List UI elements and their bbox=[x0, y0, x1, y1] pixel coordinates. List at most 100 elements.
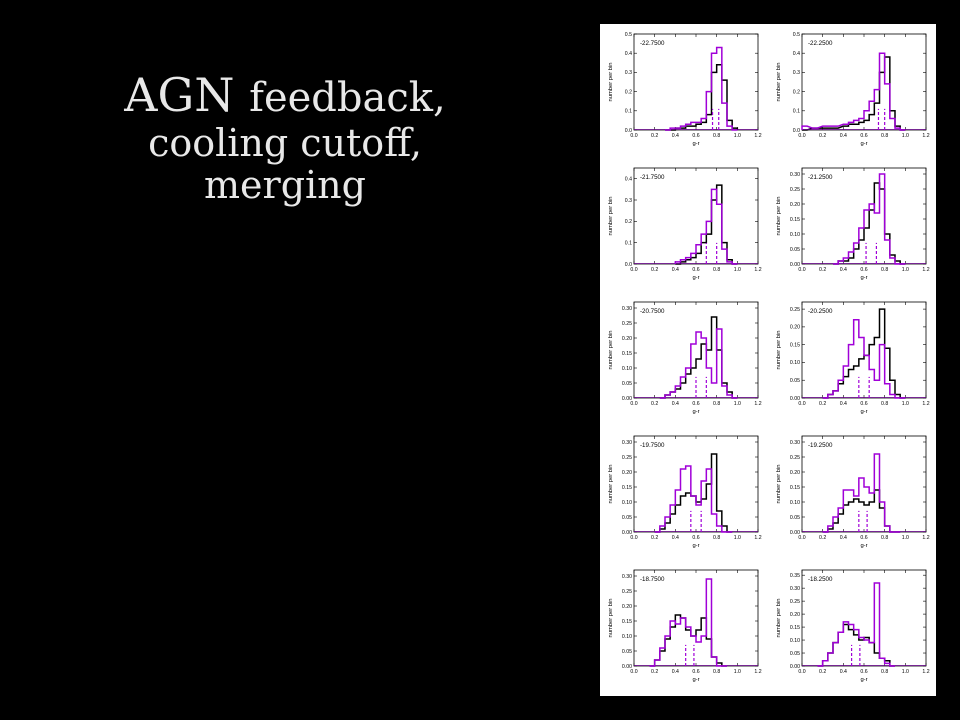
y-tick-label: 0.5 bbox=[625, 32, 632, 38]
y-tick-label: 0.00 bbox=[790, 664, 800, 670]
y-axis-label: number per bin bbox=[776, 599, 782, 638]
histogram-panel: 0.0 0.2 0.4 0.6 0.8 1.0 1.2 0.00 0.05 0.10 0.15 0.2… bbox=[776, 569, 930, 683]
x-tick-label: 0.0 bbox=[630, 267, 637, 273]
magnitude-label: -20.7500 bbox=[640, 308, 665, 315]
y-tick-label: 0.4 bbox=[625, 51, 632, 57]
x-tick-label: 0.6 bbox=[860, 133, 867, 139]
y-tick-label: 0.30 bbox=[622, 306, 632, 312]
x-axis-label: g-r bbox=[692, 409, 699, 415]
y-tick-label: 0.25 bbox=[622, 589, 632, 595]
x-tick-label: 1.0 bbox=[734, 401, 741, 407]
slide-title: AGN feedback, cooling cutoff, merging bbox=[100, 68, 470, 208]
x-tick-label: 0.8 bbox=[881, 133, 888, 139]
x-tick-label: 0.4 bbox=[672, 669, 679, 675]
x-tick-label: 0.2 bbox=[651, 133, 658, 139]
y-tick-label: 0.05 bbox=[790, 515, 800, 521]
x-tick-label: 1.0 bbox=[902, 669, 909, 675]
x-tick-label: 1.2 bbox=[922, 669, 929, 675]
y-tick-label: 0.00 bbox=[790, 262, 800, 268]
x-tick-label: 0.6 bbox=[860, 535, 867, 541]
histogram-panel: 0.0 0.2 0.4 0.6 0.8 1.0 1.2 0.0 0.1 0.2 0.3 0.4 0.5 g… bbox=[776, 32, 930, 147]
x-axis-label: g-r bbox=[860, 543, 867, 549]
y-tick-label: 0.15 bbox=[790, 217, 800, 223]
x-tick-label: 0.4 bbox=[840, 535, 847, 541]
x-tick-label: 0.8 bbox=[881, 267, 888, 273]
y-tick-label: 0.4 bbox=[793, 51, 800, 57]
title-word-agn: AGN bbox=[124, 68, 235, 122]
x-tick-label: 0.0 bbox=[798, 669, 805, 675]
x-tick-label: 1.0 bbox=[902, 535, 909, 541]
y-tick-label: 0.15 bbox=[622, 485, 632, 491]
x-tick-label: 1.0 bbox=[734, 133, 741, 139]
histogram-series-purple bbox=[659, 328, 738, 399]
x-tick-label: 0.2 bbox=[819, 535, 826, 541]
histogram-series-purple bbox=[833, 173, 906, 265]
x-tick-label: 0.0 bbox=[798, 401, 805, 407]
x-tick-label: 1.2 bbox=[754, 133, 761, 139]
x-tick-label: 0.4 bbox=[672, 401, 679, 407]
y-tick-label: 0.25 bbox=[790, 599, 800, 605]
x-tick-label: 0.0 bbox=[798, 535, 805, 541]
y-tick-label: 0.15 bbox=[790, 342, 800, 348]
x-tick-label: 0.8 bbox=[713, 535, 720, 541]
x-tick-label: 0.4 bbox=[672, 535, 679, 541]
y-tick-label: 0.00 bbox=[790, 396, 800, 402]
y-tick-label: 0.0 bbox=[625, 262, 632, 268]
x-tick-label: 0.0 bbox=[630, 669, 637, 675]
y-tick-label: 0.15 bbox=[622, 619, 632, 625]
x-tick-label: 1.2 bbox=[754, 535, 761, 541]
magnitude-label: -19.2500 bbox=[808, 442, 833, 449]
magnitude-label: -22.2500 bbox=[808, 40, 833, 47]
y-tick-label: 0.5 bbox=[793, 32, 800, 38]
x-tick-label: 1.0 bbox=[734, 535, 741, 541]
x-tick-label: 1.2 bbox=[754, 401, 761, 407]
magnitude-label: -20.2500 bbox=[808, 308, 833, 315]
y-axis-label: number per bin bbox=[608, 465, 614, 504]
histogram-series-purple bbox=[822, 319, 906, 399]
y-tick-label: 0.10 bbox=[790, 500, 800, 506]
x-tick-label: 1.0 bbox=[734, 669, 741, 675]
title-line-3: merging bbox=[204, 163, 366, 208]
x-tick-label: 0.6 bbox=[860, 669, 867, 675]
x-tick-label: 1.2 bbox=[922, 267, 929, 273]
x-tick-label: 0.4 bbox=[840, 267, 847, 273]
x-tick-label: 0.8 bbox=[713, 133, 720, 139]
y-tick-label: 0.1 bbox=[625, 240, 632, 246]
x-tick-label: 1.2 bbox=[922, 401, 929, 407]
y-axis-label: number per bin bbox=[776, 197, 782, 236]
magnitude-label: -19.7500 bbox=[640, 442, 665, 449]
y-tick-label: 0.05 bbox=[622, 515, 632, 521]
histogram-grid: 0.0 0.2 0.4 0.6 0.8 1.0 1.2 0.0 0.1 0.2 0.3 0.4 0.5 g… bbox=[608, 32, 930, 683]
x-axis-label: g-r bbox=[692, 141, 699, 147]
y-tick-label: 0.2 bbox=[793, 89, 800, 95]
x-tick-label: 1.0 bbox=[734, 267, 741, 273]
x-tick-label: 0.2 bbox=[819, 401, 826, 407]
title-word-feedback: feedback, bbox=[249, 75, 446, 121]
y-tick-label: 0.30 bbox=[622, 574, 632, 580]
histogram-panel: 0.0 0.2 0.4 0.6 0.8 1.0 1.2 0.00 0.05 0.10 0.15 0.2… bbox=[776, 435, 930, 549]
y-tick-label: 0.25 bbox=[790, 307, 800, 313]
y-axis-label: number per bin bbox=[776, 331, 782, 370]
x-tick-label: 1.2 bbox=[754, 267, 761, 273]
y-tick-label: 0.20 bbox=[622, 470, 632, 476]
x-tick-label: 1.2 bbox=[754, 669, 761, 675]
y-tick-label: 0.00 bbox=[622, 396, 632, 402]
magnitude-label: -18.7500 bbox=[640, 576, 665, 583]
y-tick-label: 0.0 bbox=[625, 128, 632, 134]
x-tick-label: 0.6 bbox=[692, 133, 699, 139]
x-tick-label: 1.0 bbox=[902, 401, 909, 407]
title-line-1: AGN feedback, bbox=[100, 68, 470, 122]
x-tick-label: 0.6 bbox=[860, 267, 867, 273]
x-axis-label: g-r bbox=[692, 275, 699, 281]
y-tick-label: 0.2 bbox=[625, 219, 632, 225]
y-tick-label: 0.20 bbox=[622, 604, 632, 610]
y-tick-label: 0.30 bbox=[790, 440, 800, 446]
x-tick-label: 0.0 bbox=[630, 535, 637, 541]
y-tick-label: 0.20 bbox=[790, 202, 800, 208]
plot-frame bbox=[633, 33, 759, 131]
x-tick-label: 0.4 bbox=[840, 401, 847, 407]
y-tick-label: 0.30 bbox=[622, 440, 632, 446]
y-tick-label: 0.25 bbox=[622, 321, 632, 327]
figure-panel: 0.0 0.2 0.4 0.6 0.8 1.0 1.2 0.0 0.1 0.2 0.3 0.4 0.5 g… bbox=[600, 24, 936, 696]
histogram-panel: 0.0 0.2 0.4 0.6 0.8 1.0 1.2 0.0 0.1 0.2 0.3 0.4 g-r n… bbox=[608, 167, 762, 281]
